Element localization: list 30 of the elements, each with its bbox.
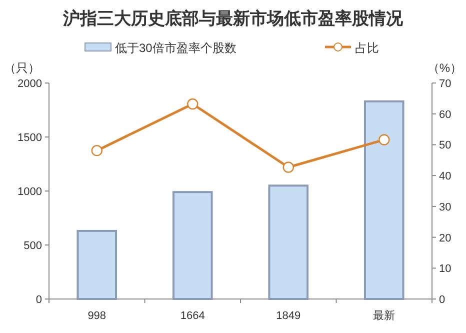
bar [172,191,213,300]
x-tick-label: 998 [88,310,106,322]
bar [76,230,118,300]
bar [364,100,404,300]
y2-tick-label: 20 [439,232,452,244]
y2-tick-label: 60 [439,108,452,121]
bar [268,184,309,300]
legend-label: 低于30倍市盈率个股数 [115,41,236,55]
y-tick-label: 0 [36,294,42,306]
point [378,134,390,146]
chart-title: 沪指三大历史底部与最新市场低市盈率股情况 [62,9,404,28]
y2-tick-label: 50 [439,140,452,152]
point [282,162,294,173]
y-tick-label: 1500 [18,132,42,144]
legend-label: 占比 [355,41,379,55]
y-tick-label: 2000 [18,78,42,90]
point [91,144,102,156]
x-tick-label: 最新 [373,309,396,322]
point [187,98,198,110]
y2-tick-label: 0 [439,294,446,306]
y2-tick-label: 30 [439,201,452,214]
x-tick-label: 1664 [180,310,205,322]
y2-tick-label: 70 [439,78,452,90]
x-tick-label: 1849 [276,310,301,322]
y-axis-title: （只） [4,61,40,75]
y-tick-label: 500 [24,240,42,252]
y-tick-label: 1000 [18,186,42,198]
y2-tick-label: 40 [439,170,452,183]
y2-tick-label: 10 [439,263,452,276]
y2-axis-title: （%） [427,61,462,75]
